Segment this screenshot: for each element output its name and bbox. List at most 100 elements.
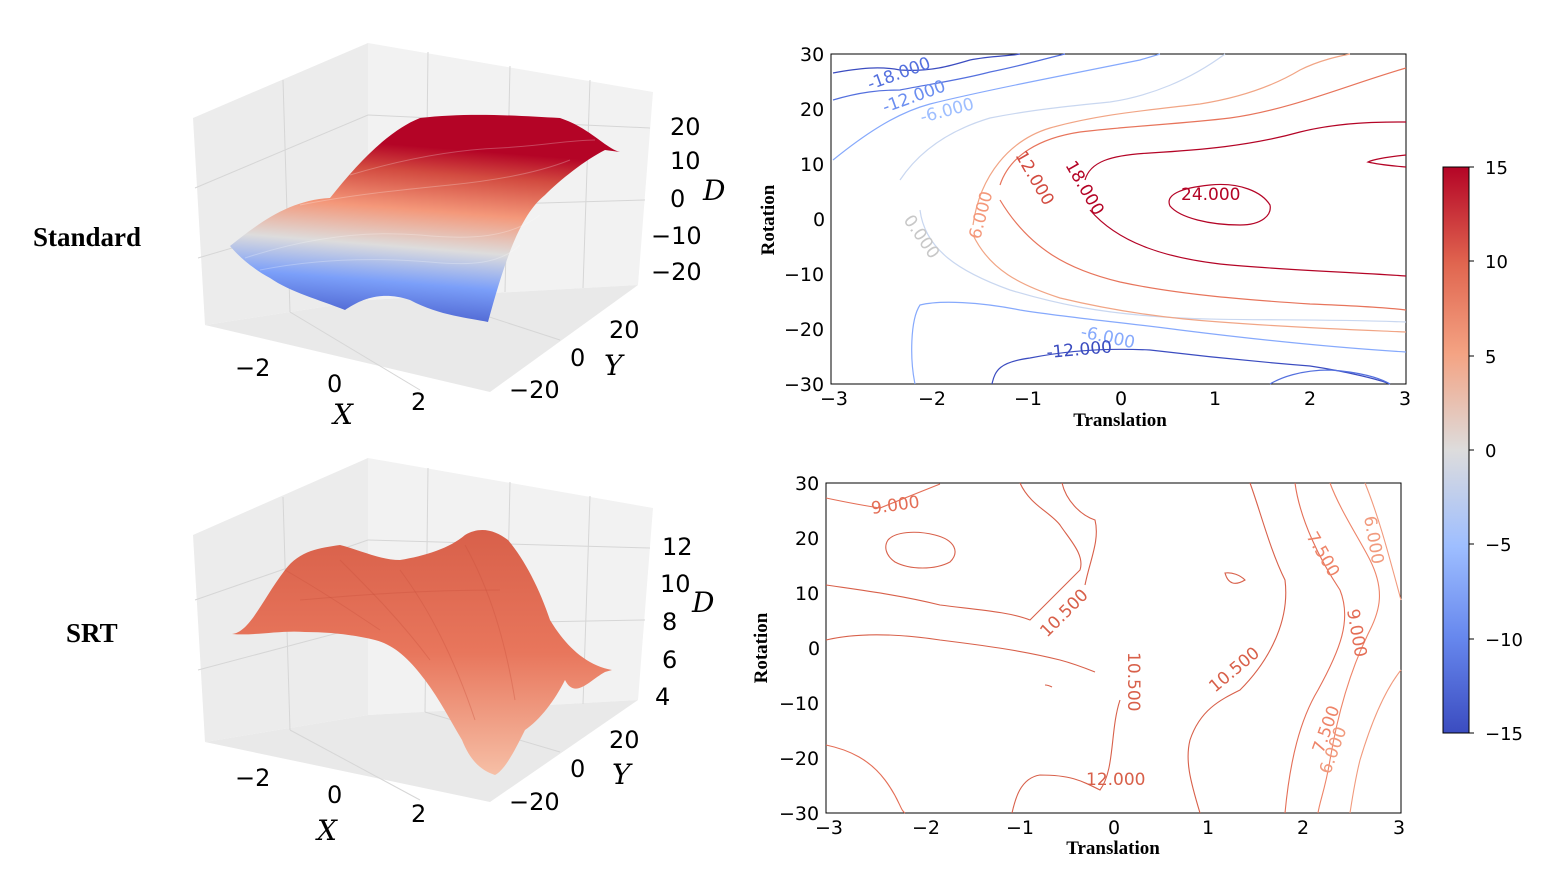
colorbar-tick-labels: 15 10 5 0 −5 −10 −15 — [1485, 158, 1523, 745]
colorbar: 15 10 5 0 −5 −10 −15 — [1442, 158, 1523, 745]
x-tick: 0 — [327, 781, 342, 809]
contour-lines — [825, 482, 1402, 814]
y-axis-label: Y — [612, 758, 633, 791]
contour-line — [1187, 482, 1287, 814]
colorbar-tick: 15 — [1485, 158, 1508, 179]
contour-line — [1349, 669, 1402, 814]
x-tick: −3 — [815, 817, 843, 839]
z-tick: 0 — [670, 185, 685, 213]
x-tick: −1 — [1014, 388, 1042, 410]
plot-frame — [825, 482, 1402, 814]
x-axis-ticks: −3 −2 −1 0 1 2 3 — [815, 817, 1405, 839]
z-tick: −10 — [651, 222, 702, 250]
y-tick: 30 — [800, 44, 824, 66]
z-tick: 20 — [670, 113, 701, 141]
srt-contour-plot: 9.000 10.500 10.500 10.500 12.000 7.500 … — [751, 473, 1405, 859]
contour-label: 10.500 — [1123, 652, 1143, 711]
y-tick: 0 — [813, 209, 825, 231]
x-tick: −1 — [1006, 817, 1034, 839]
contour-line — [1269, 369, 1391, 385]
x-axis-label: X — [315, 814, 338, 847]
z-tick: 6 — [662, 646, 677, 674]
y-tick: 10 — [800, 154, 824, 176]
z-tick: 12 — [662, 533, 693, 561]
y-tick: −20 — [509, 376, 560, 404]
z-axis-label: D — [691, 586, 714, 619]
x-tick: −2 — [918, 388, 946, 410]
x-tick: 0 — [1115, 388, 1127, 410]
contour-lines — [832, 53, 1407, 385]
x-tick: 2 — [411, 388, 426, 416]
y-tick: −20 — [779, 748, 819, 770]
contour-label: 12.000 — [1086, 770, 1145, 790]
x-tick: 3 — [1393, 817, 1405, 839]
x-tick: −2 — [912, 817, 940, 839]
x-axis-title: Translation — [1066, 838, 1160, 859]
x-axis-ticks: −3 −2 −1 0 1 2 3 — [820, 388, 1411, 410]
standard-3d-surface-plot: 20 10 0 −10 −20 D −2 0 2 X 20 0 −20 Y — [193, 43, 725, 431]
y-axis-ticks: 30 20 10 0 −10 −20 −30 — [779, 473, 820, 825]
colorbar-tick: 0 — [1485, 441, 1496, 462]
x-tick: 0 — [1108, 817, 1120, 839]
contour-line — [972, 234, 1407, 333]
x-tick: 2 — [411, 800, 426, 828]
contour-line — [972, 53, 1351, 226]
standard-contour-plot: -18.000 -12.000 -6.000 0.000 6.000 12.00… — [758, 44, 1411, 431]
colorbar-tick: 10 — [1485, 252, 1508, 273]
contour-line — [825, 482, 1082, 621]
y-tick: 0 — [570, 344, 585, 372]
x-tick: −3 — [820, 388, 848, 410]
contour-line — [1366, 154, 1407, 168]
x-tick: 2 — [1304, 388, 1316, 410]
contour-line — [832, 53, 1066, 101]
contour-line — [1364, 482, 1402, 601]
colorbar-tick: −15 — [1485, 724, 1523, 745]
contour-line — [832, 53, 1161, 161]
y-tick: −20 — [509, 788, 560, 816]
srt-surface — [232, 529, 612, 775]
x-tick: 1 — [1209, 388, 1221, 410]
y-tick: 0 — [570, 755, 585, 783]
srt-3d-surface-plot: 12 10 8 6 4 D −2 0 2 X 20 0 −20 Y — [193, 458, 714, 847]
z-tick: 8 — [662, 608, 677, 636]
contour-line — [1317, 482, 1381, 814]
contour-line — [1044, 684, 1053, 688]
y-tick: −10 — [784, 264, 824, 286]
surface-mesh — [244, 139, 596, 271]
z-tick: 10 — [670, 147, 701, 175]
colorbar-tick: 5 — [1485, 347, 1496, 368]
y-tick: 30 — [795, 473, 819, 495]
y-tick: −30 — [779, 803, 819, 825]
contour-line — [999, 67, 1407, 186]
contour-line — [1011, 699, 1121, 814]
y-tick: 10 — [795, 583, 819, 605]
x-axis-ticks: −2 0 2 — [235, 764, 426, 828]
contour-line — [999, 199, 1407, 311]
contour-line — [1224, 572, 1246, 584]
x-tick: 2 — [1297, 817, 1309, 839]
x-axis-ticks: −2 0 2 — [235, 354, 426, 416]
y-axis-ticks: 20 0 −20 — [509, 316, 640, 404]
y-tick: 20 — [609, 316, 640, 344]
contour-line — [1061, 482, 1097, 586]
contour-line — [825, 744, 906, 814]
y-tick: −30 — [784, 374, 824, 396]
x-tick: −2 — [235, 354, 270, 382]
x-axis-label: X — [331, 398, 354, 431]
z-tick: 10 — [660, 570, 691, 598]
contour-line — [911, 301, 1407, 385]
contour-line — [825, 634, 1096, 673]
z-tick: 4 — [655, 683, 670, 711]
y-axis-ticks: 30 20 10 0 −10 −20 −30 — [784, 44, 825, 396]
y-tick: 20 — [795, 528, 819, 550]
pane-floor — [205, 285, 638, 392]
y-tick: 20 — [609, 726, 640, 754]
y-axis-ticks: 20 0 −20 — [509, 726, 640, 816]
colorbar-gradient — [1442, 166, 1470, 734]
y-tick: 0 — [808, 638, 820, 660]
standard-surface — [230, 114, 620, 322]
contour-line — [832, 53, 1021, 74]
row-label-srt: SRT — [66, 618, 118, 648]
x-axis-title: Translation — [1073, 410, 1167, 431]
